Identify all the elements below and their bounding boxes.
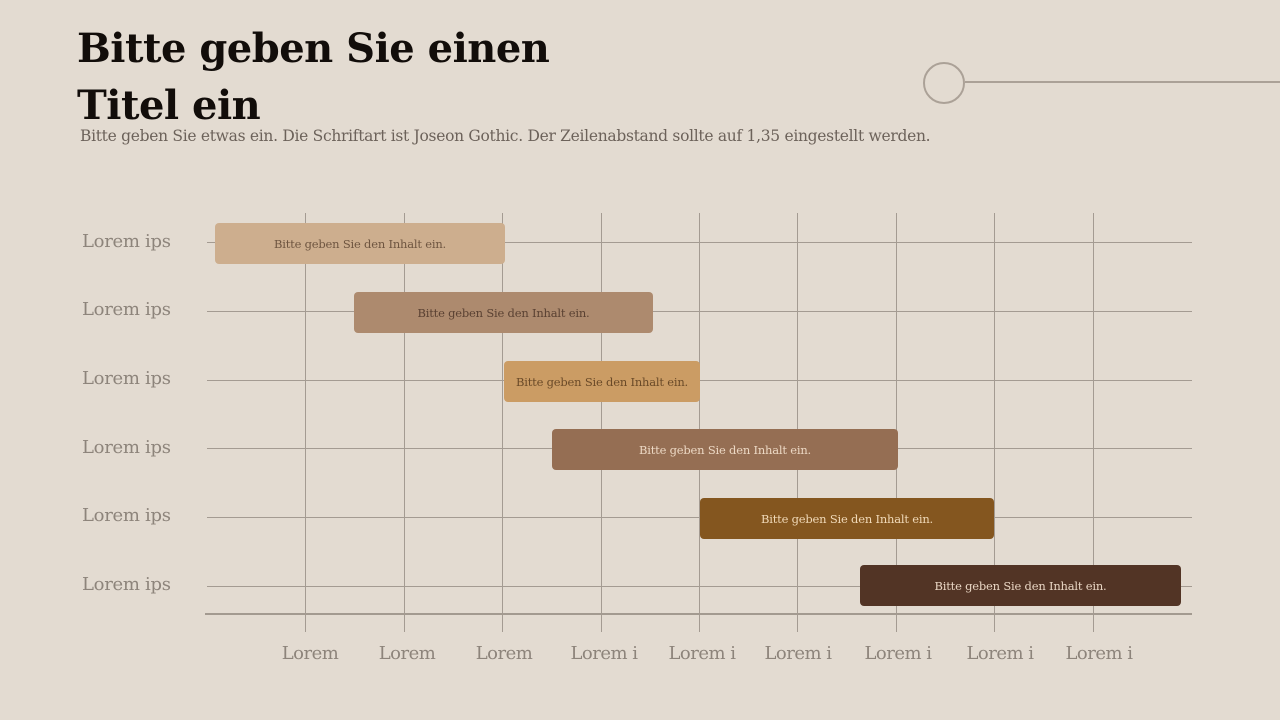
x-tick-label: Lorem i [764, 643, 832, 664]
grid-line-vertical [994, 213, 995, 632]
row-label: Lorem ips [82, 368, 171, 389]
bar-label: Bitte geben Sie den Inhalt ein. [934, 578, 1107, 593]
bar-label: Bitte geben Sie den Inhalt ein. [516, 374, 688, 389]
grid-line-vertical [601, 213, 602, 632]
row-label: Lorem ips [82, 299, 171, 320]
x-axis-line [205, 613, 1192, 615]
bar-label: Bitte geben Sie den Inhalt ein. [639, 442, 811, 457]
x-tick-label: Lorem [475, 643, 533, 664]
grid-line-vertical [797, 213, 798, 632]
bar-label: Bitte geben Sie den Inhalt ein. [417, 305, 590, 320]
decorative-circle-icon [923, 62, 965, 104]
grid-line-horizontal [207, 242, 1192, 243]
gantt-bar[interactable]: Bitte geben Sie den Inhalt ein. [860, 565, 1181, 606]
row-label: Lorem ips [82, 574, 171, 595]
grid-line-vertical [1093, 213, 1094, 632]
x-tick-label: Lorem i [1065, 643, 1133, 664]
gantt-bar[interactable]: Bitte geben Sie den Inhalt ein. [552, 429, 898, 470]
x-tick-label: Lorem i [864, 643, 932, 664]
row-label: Lorem ips [82, 505, 171, 526]
subtitle: Bitte geben Sie etwas ein. Die Schriftar… [80, 127, 931, 145]
grid-line-horizontal [207, 517, 1192, 518]
bar-label: Bitte geben Sie den Inhalt ein. [761, 511, 933, 526]
page-title: Bitte geben Sie einen Titel ein [77, 25, 550, 129]
grid-line-vertical [502, 213, 503, 632]
row-label: Lorem ips [82, 231, 171, 252]
decorative-line [965, 81, 1280, 83]
x-tick-label: Lorem i [668, 643, 736, 664]
gantt-bar[interactable]: Bitte geben Sie den Inhalt ein. [504, 361, 700, 402]
gantt-bar[interactable]: Bitte geben Sie den Inhalt ein. [700, 498, 994, 539]
grid-line-vertical [305, 213, 306, 632]
grid-line-horizontal [207, 311, 1192, 312]
grid-line-vertical [404, 213, 405, 632]
gantt-bar[interactable]: Bitte geben Sie den Inhalt ein. [215, 223, 505, 264]
gantt-bar[interactable]: Bitte geben Sie den Inhalt ein. [354, 292, 653, 333]
x-tick-label: Lorem [378, 643, 436, 664]
x-tick-label: Lorem i [966, 643, 1034, 664]
grid-line-vertical [699, 213, 700, 632]
x-tick-label: Lorem [281, 643, 339, 664]
grid-line-vertical [896, 213, 897, 632]
x-tick-label: Lorem i [570, 643, 638, 664]
grid-line-horizontal [207, 586, 1192, 587]
bar-label: Bitte geben Sie den Inhalt ein. [274, 236, 446, 251]
row-label: Lorem ips [82, 437, 171, 458]
